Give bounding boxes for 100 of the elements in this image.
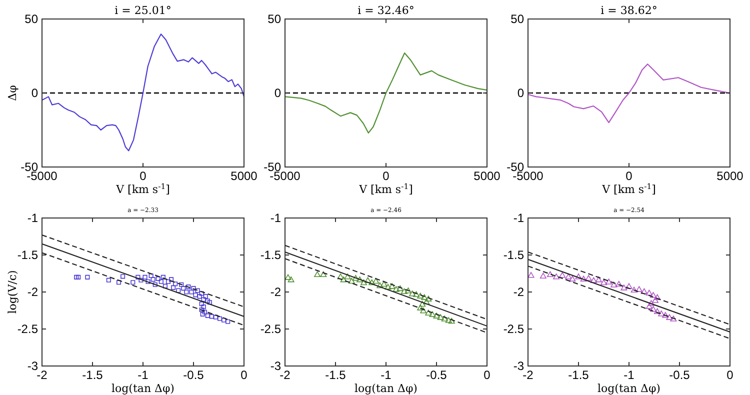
point <box>540 272 546 278</box>
point <box>176 288 181 293</box>
point <box>413 291 420 297</box>
y-tick-label: -2.5 <box>17 322 38 336</box>
point <box>181 286 186 291</box>
point <box>662 312 669 318</box>
point <box>654 294 661 300</box>
point <box>189 290 194 294</box>
x-tick-label: 0 <box>240 368 248 382</box>
point <box>580 276 587 282</box>
point <box>630 286 638 293</box>
point <box>314 271 321 278</box>
point <box>352 274 359 281</box>
x-axis-title: log(tan Δφ) <box>354 382 418 395</box>
y-tick-label: -3 <box>27 359 38 373</box>
point <box>166 279 171 284</box>
point <box>179 282 184 287</box>
x-axis-title: log(tan Δφ) <box>112 382 174 395</box>
point <box>610 282 618 288</box>
y-tick-label: -1.5 <box>17 248 38 262</box>
point <box>205 313 210 318</box>
point <box>546 271 554 278</box>
point <box>616 280 622 287</box>
point <box>670 316 677 322</box>
y-tick-label: 50 <box>268 12 282 26</box>
point <box>195 288 200 293</box>
point <box>285 274 292 280</box>
point <box>565 274 572 280</box>
point <box>433 312 440 318</box>
y-tick-label: -1 <box>513 211 524 225</box>
y-tick-label: -2 <box>270 285 282 299</box>
y-tick-label: -2.5 <box>260 322 282 336</box>
point <box>201 297 206 302</box>
point <box>197 294 202 299</box>
point <box>207 300 212 305</box>
point <box>380 280 388 287</box>
point <box>348 278 355 284</box>
point <box>356 276 363 282</box>
x-tick-label: 0 <box>140 169 147 183</box>
point <box>569 276 576 282</box>
point <box>590 277 597 283</box>
y-tick-label: -1.5 <box>503 248 524 262</box>
point <box>421 294 428 300</box>
point <box>152 282 158 287</box>
x-tick-label: 5000 <box>230 169 258 183</box>
chart-title: i = 25.01° <box>114 4 172 17</box>
point <box>173 282 178 286</box>
point <box>138 278 144 282</box>
chart-title: i = 32.46° <box>358 4 414 17</box>
x-tick-label: 0 <box>726 368 734 382</box>
x-tick-label: -0.5 <box>669 368 690 382</box>
point <box>376 282 384 288</box>
point <box>199 291 204 296</box>
point <box>193 292 198 298</box>
point <box>74 274 79 280</box>
x-tick-label: -2 <box>36 368 48 382</box>
x-tick-label: 0 <box>382 169 390 183</box>
point <box>106 278 111 282</box>
y-tick-label: 50 <box>510 12 524 26</box>
y-tick-label: -1 <box>270 211 282 225</box>
x-tick-label: -2 <box>522 368 534 382</box>
point <box>191 286 196 291</box>
x-tick-label: -1.5 <box>82 368 104 382</box>
point <box>423 298 430 304</box>
x-tick-label: -1 <box>138 368 149 382</box>
y-tick-label: 0 <box>517 86 524 100</box>
point <box>146 279 150 284</box>
y-tick-label: -1.5 <box>260 248 282 262</box>
point <box>448 318 455 324</box>
point <box>372 278 380 284</box>
point <box>360 279 368 286</box>
point <box>184 290 189 294</box>
point <box>654 308 661 314</box>
point <box>585 274 592 281</box>
x-tick-label: 5000 <box>474 169 501 183</box>
point <box>640 288 648 294</box>
point <box>217 316 222 321</box>
y-tick-label: 0 <box>31 86 38 100</box>
point <box>400 288 408 294</box>
point <box>156 276 160 281</box>
point <box>203 294 208 299</box>
y-tick-label: -2.5 <box>503 322 524 336</box>
y-axis-title: log(V/c) <box>6 270 19 314</box>
point <box>595 276 602 282</box>
point <box>201 304 206 310</box>
x-tick-label: -1.5 <box>568 368 590 382</box>
line-series <box>285 52 487 134</box>
point <box>620 284 628 290</box>
point <box>600 279 607 286</box>
point <box>425 296 432 302</box>
point <box>205 298 210 304</box>
point <box>85 274 90 280</box>
x-tick-label: -0.5 <box>426 368 448 382</box>
point <box>606 278 612 284</box>
y-tick-label: -2 <box>513 285 524 299</box>
y-tick-label: 0 <box>274 86 282 100</box>
point <box>648 300 654 306</box>
point <box>130 280 136 285</box>
point <box>169 277 174 282</box>
point <box>553 274 560 280</box>
